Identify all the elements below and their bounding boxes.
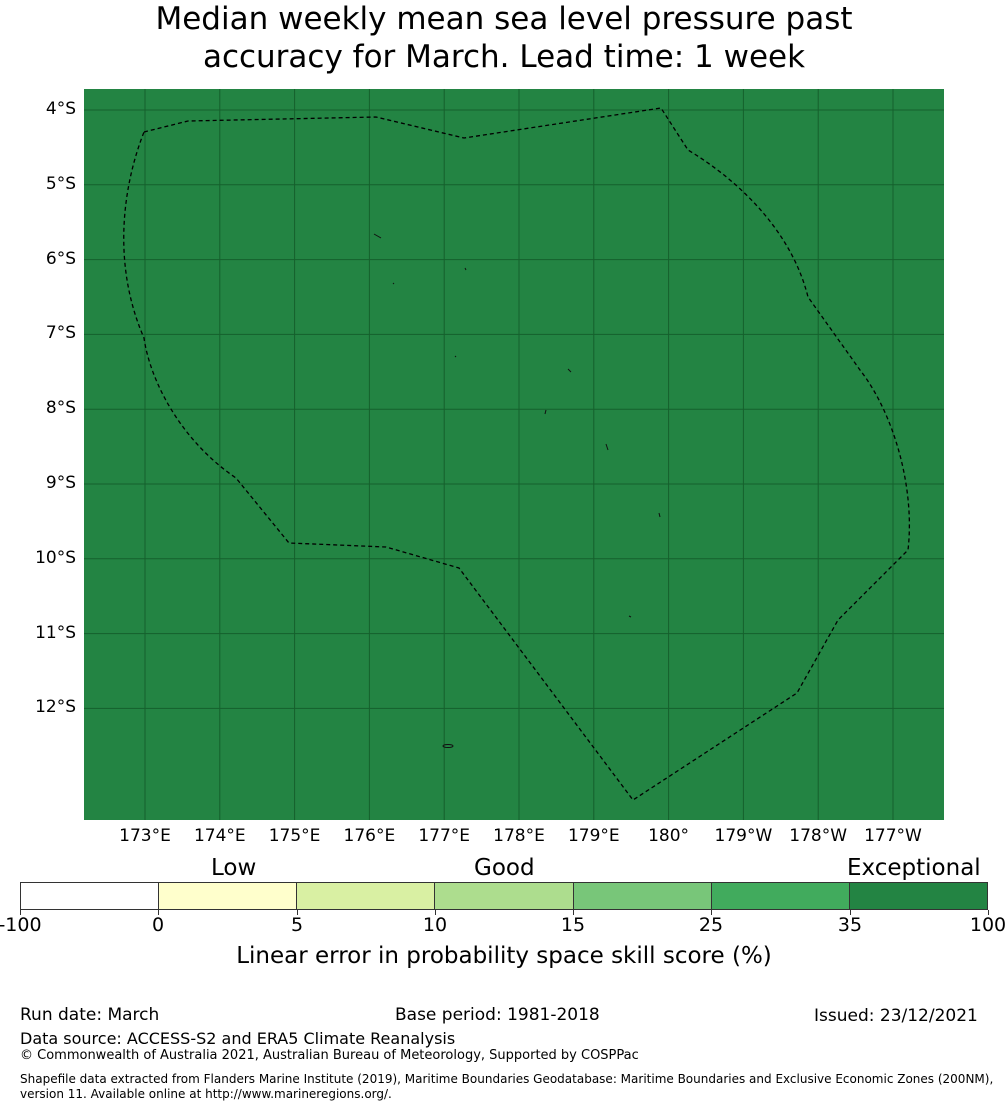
category-label-low: Low bbox=[211, 855, 257, 881]
colorbar-tick-label: 15 bbox=[560, 914, 586, 936]
latitude-label: 9°S bbox=[45, 473, 76, 493]
longitude-label: 178°E bbox=[493, 826, 545, 846]
island-outline bbox=[628, 615, 632, 618]
longitude-label: 175°E bbox=[268, 826, 321, 846]
title-line-1: Median weekly mean sea level pressure pa… bbox=[155, 1, 853, 37]
colorbar-tick-mark bbox=[297, 910, 298, 915]
category-label-exceptional: Exceptional bbox=[847, 855, 981, 881]
longitude-label: 173°E bbox=[119, 826, 171, 846]
colorbar-segment bbox=[573, 883, 712, 909]
colorbar-tick-label: 0 bbox=[151, 914, 165, 936]
latitude-label: 7°S bbox=[45, 323, 76, 344]
latitude-label: 8°S bbox=[45, 398, 76, 419]
longitude-label: 177°W bbox=[864, 826, 922, 846]
colorbar-tick-label: 10 bbox=[422, 914, 448, 936]
chart-title: Median weekly mean sea level pressure pa… bbox=[0, 0, 1008, 76]
colorbar-tick-mark bbox=[711, 910, 712, 915]
shapefile-credit: Shapefile data extracted from Flanders M… bbox=[20, 1072, 994, 1101]
colorbar bbox=[20, 882, 988, 910]
colorbar-segment bbox=[297, 883, 436, 909]
latitude-label: 4°S bbox=[45, 99, 76, 119]
eez-boundary bbox=[123, 107, 911, 801]
latitude-label: 11°S bbox=[35, 622, 76, 643]
colorbar-tick-label: 35 bbox=[837, 914, 863, 936]
longitude-label: 174°E bbox=[193, 826, 246, 846]
island-outline bbox=[442, 744, 454, 748]
longitude-label: 179°E bbox=[567, 826, 620, 846]
colorbar-segment bbox=[21, 883, 160, 909]
colorbar-tick-mark bbox=[435, 910, 436, 915]
data-source: Data source: ACCESS-S2 and ERA5 Climate … bbox=[20, 1029, 456, 1048]
colorbar-tick-mark bbox=[20, 910, 21, 915]
longitude-label: 178°W bbox=[789, 826, 848, 846]
colorbar-tick-mark bbox=[988, 910, 989, 915]
island-outline bbox=[454, 355, 457, 358]
colorbar-segment bbox=[849, 883, 987, 909]
base-period: Base period: 1981-2018 bbox=[395, 1005, 600, 1025]
island-outline bbox=[464, 267, 467, 271]
latitude-label: 5°S bbox=[45, 173, 76, 194]
category-label-good: Good bbox=[474, 855, 535, 881]
map-canvas bbox=[84, 89, 944, 820]
colorbar-tick-mark bbox=[850, 910, 851, 915]
colorbar-tick-label: 25 bbox=[698, 914, 724, 936]
colorbar-title: Linear error in probability space skill … bbox=[236, 943, 772, 969]
latitude-label: 12°S bbox=[35, 697, 76, 718]
title-line-2: accuracy for March. Lead time: 1 week bbox=[202, 39, 806, 75]
island-outlines bbox=[373, 233, 661, 748]
island-outline bbox=[658, 512, 661, 518]
run-date: Run date: March bbox=[20, 1005, 160, 1025]
colorbar-segment bbox=[435, 883, 574, 909]
map-gridlines bbox=[84, 89, 944, 820]
island-outline bbox=[544, 409, 547, 415]
island-outline bbox=[567, 368, 572, 373]
colorbar-tick-label: 100 bbox=[969, 914, 1007, 936]
colorbar-tick-mark bbox=[573, 910, 574, 915]
colorbar-tick-label: 5 bbox=[290, 914, 304, 936]
latitude-label: 6°S bbox=[45, 248, 76, 269]
colorbar-segment bbox=[159, 883, 298, 909]
longitude-label: 180° bbox=[648, 826, 690, 846]
island-outline bbox=[373, 233, 382, 239]
longitude-label: 176°E bbox=[343, 826, 396, 846]
longitude-label: 177°E bbox=[418, 826, 471, 846]
latitude-label: 10°S bbox=[35, 547, 76, 568]
colorbar-segment bbox=[711, 883, 850, 909]
island-outline bbox=[605, 443, 609, 451]
colorbar-tick-mark bbox=[158, 910, 159, 915]
island-outline bbox=[392, 282, 395, 285]
map-panel: 4°S 5°S 6°S 7°S 8°S 9°S 10°S 11°S 12°S 173°E 174°… bbox=[35, 89, 944, 846]
colorbar-tick-label: -100 bbox=[0, 914, 42, 936]
longitude-label: 179°W bbox=[714, 826, 773, 846]
map-background bbox=[84, 89, 944, 820]
copyright-notice: © Commonwealth of Australia 2021, Austra… bbox=[20, 1048, 639, 1063]
issued-date: Issued: 23/12/2021 bbox=[814, 1006, 978, 1026]
